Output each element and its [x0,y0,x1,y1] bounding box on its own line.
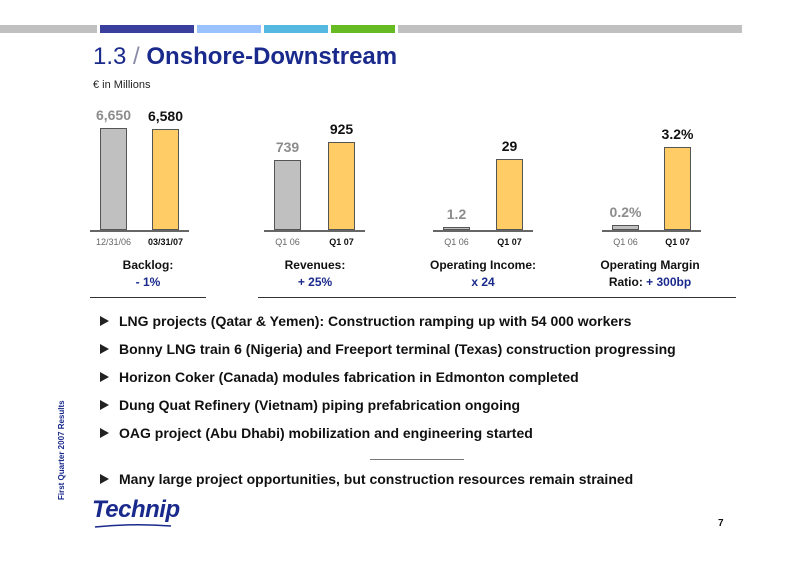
strip-segment-1 [0,25,97,33]
bar-current [328,142,355,230]
bullet-text: Horizon Coker (Canada) modules fabricati… [119,369,579,385]
caption-highlight: + 25% [297,275,333,289]
category-label: Q1 07 [329,237,354,247]
caption-highlight: - 1% [135,275,161,289]
chart-caption: Backlog: - 1% [90,257,206,291]
bullet-item: OAG project (Abu Dhabi) mobilization and… [100,425,533,441]
caption-line-1: Operating Income: [429,258,536,272]
bar-prior [612,224,639,230]
page-title: 1.3 / Onshore-Downstream [93,43,397,71]
caption-highlight: + 300bp [646,275,692,289]
chart-caption: Operating Margin Ratio: + 300bp [580,257,720,291]
bar-value-label: 6,650 [95,107,132,123]
bullet-item: Dung Quat Refinery (Vietnam) piping pref… [100,397,520,413]
caption-underline [258,297,736,298]
caption-line-1: Revenues: [284,258,346,272]
category-label: 12/31/06 [95,237,132,247]
bullet-item: Horizon Coker (Canada) modules fabricati… [100,369,579,385]
bar-current [152,129,179,230]
triangle-bullet-icon [100,372,109,382]
header-color-strip [0,25,800,33]
chart-baseline [90,230,189,232]
triangle-bullet-icon [100,428,109,438]
section-number: 1.3 [93,43,127,70]
bar-current [496,159,523,230]
logo-swoosh-icon [94,523,172,528]
section-divider [370,459,464,460]
category-label: Q1 07 [497,237,522,247]
section-title: Onshore-Downstream [146,43,398,70]
bar-current [664,147,691,230]
category-label: Q1 07 [665,237,690,247]
side-footer-text: First Quarter 2007 Results [57,400,66,500]
caption-line-2: - 1% [90,274,206,291]
units-label: € in Millions [93,79,151,91]
bar-value-label: 0.2% [609,203,642,220]
chart-baseline [433,230,533,232]
strip-segment-2 [100,25,194,33]
category-label: 03/31/07 [147,237,184,247]
triangle-bullet-icon [100,316,109,326]
caption-underline [90,297,206,298]
chart-baseline [264,230,365,232]
bullet-item: LNG projects (Qatar & Yemen): Constructi… [100,313,631,329]
bullet-text: OAG project (Abu Dhabi) mobilization and… [119,425,533,441]
bar-prior [443,227,470,230]
chart-caption: Operating Income: x 24 [400,257,566,291]
bar-value-label: 1.2 [446,206,467,222]
bullet-item: Bonny LNG train 6 (Nigeria) and Freeport… [100,341,676,357]
caption-line-1: Backlog: [122,258,174,272]
chart-baseline [602,230,701,232]
category-label: Q1 06 [613,237,638,247]
chart-caption: Revenues: + 25% [255,257,375,291]
bullet-text: LNG projects (Qatar & Yemen): Constructi… [119,313,632,329]
caption-highlight: x 24 [471,275,495,289]
bullet-text: Dung Quat Refinery (Vietnam) piping pref… [119,397,521,413]
title-separator: / [133,43,140,70]
bullet-text: Many large project opportunities, but co… [119,471,634,487]
strip-segment-4 [264,25,328,33]
bar-prior [274,159,301,230]
technip-logo: Technip [92,496,180,523]
strip-segment-6 [398,25,742,33]
bar-value-label: 6,580 [147,108,184,125]
category-label: Q1 06 [444,237,469,247]
bar-value-label: 29 [501,138,518,154]
caption-line-2: x 24 [400,274,566,291]
bar-value-label: 3.2% [661,126,694,142]
triangle-bullet-icon [100,474,109,484]
category-label: Q1 06 [275,237,300,247]
bullet-text: Bonny LNG train 6 (Nigeria) and Freeport… [119,341,676,357]
bar-prior [100,128,127,230]
strip-segment-5 [331,25,395,33]
triangle-bullet-icon [100,400,109,410]
caption-line-1: Operating Margin [600,258,700,272]
caption-line-2: Ratio: + 300bp [580,274,720,291]
bullet-item: Many large project opportunities, but co… [100,471,633,487]
bar-value-label: 925 [329,121,354,137]
bar-value-label: 739 [275,138,300,155]
triangle-bullet-icon [100,344,109,354]
page-number: 7 [718,518,724,529]
caption-line-2: + 25% [255,274,375,291]
strip-segment-3 [197,25,261,33]
caption-prefix: Ratio: [608,275,647,289]
